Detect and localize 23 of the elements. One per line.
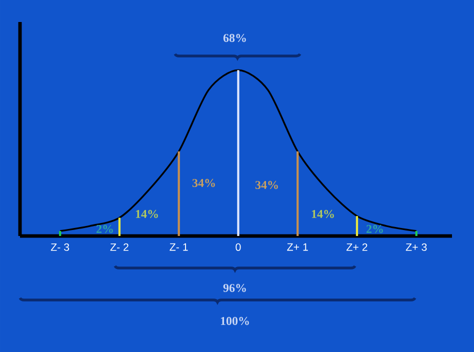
bar: [118, 218, 121, 236]
x-tick-label: Z+ 3: [406, 243, 427, 251]
bar: [237, 70, 240, 236]
bar: [415, 231, 418, 236]
bar: [356, 216, 358, 236]
annotation: 34%: [192, 178, 215, 188]
x-tick-label: Z+ 2: [346, 243, 368, 251]
annotation: 14%: [312, 210, 334, 218]
bar: [59, 231, 62, 236]
annotation: 34%: [255, 180, 278, 190]
bar: [296, 151, 299, 236]
x-tick-label: Z- 2: [110, 243, 128, 251]
x-tick-label: Z- 3: [50, 243, 70, 251]
text: 100%: [220, 316, 249, 326]
text: 68%: [223, 34, 246, 42]
text: 96%: [223, 284, 246, 292]
bar: [178, 151, 180, 236]
annotation: 14%: [136, 210, 158, 218]
x-tick-label: Z+ 1: [287, 243, 308, 251]
x-tick-label: Z- 1: [170, 243, 188, 251]
annotation: 2%: [366, 224, 383, 234]
annotation: 2%: [96, 224, 113, 234]
x-tick-label: 0: [236, 243, 241, 251]
